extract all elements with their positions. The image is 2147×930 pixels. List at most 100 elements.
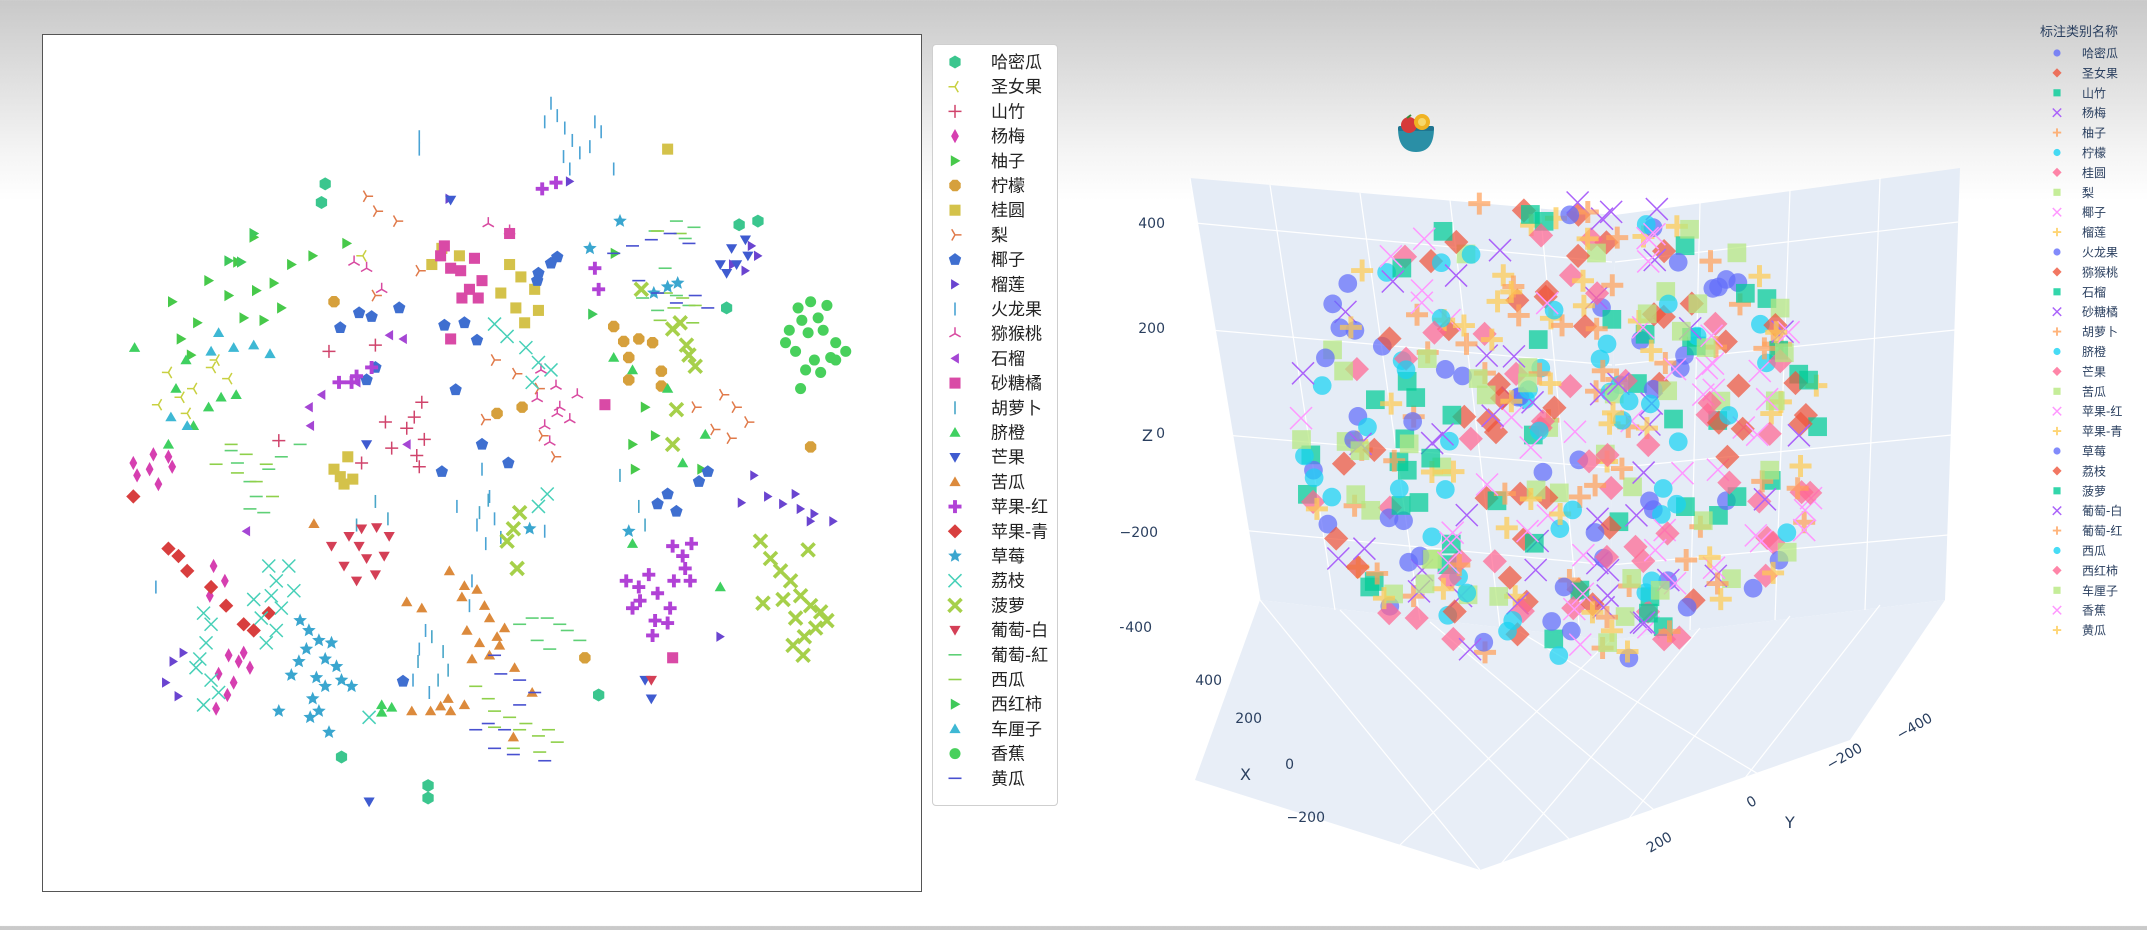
legend3d-item-27[interactable]: 西红柿 — [2052, 563, 2118, 578]
point-24-12 — [645, 675, 657, 686]
right-legend[interactable]: 标注类别名称 哈密瓜 圣女果 山竹 杨梅 柚子 柠檬 桂圆梨椰子 榴莲 火龙果 猕猴桃 石榴 砂糖橘 胡萝… — [2030, 20, 2147, 650]
point-12-10 — [543, 435, 556, 446]
point-13-2 — [316, 389, 326, 400]
legend3d-item-5[interactable]: 柚子 — [2052, 125, 2106, 140]
legend3d-item-25[interactable]: 葡萄-红 — [2052, 523, 2123, 538]
legend3d-item-2[interactable]: 圣女果 — [2052, 65, 2118, 80]
point3d-2-4 — [1514, 589, 1539, 614]
point-20-6 — [219, 598, 234, 613]
legend3d-item-3[interactable]: 山竹 — [2053, 86, 2106, 100]
legend-item-8: 梨 — [951, 226, 1008, 246]
point3d-8-9 — [1615, 607, 1635, 626]
point-23-11 — [499, 533, 515, 549]
point-19-13 — [663, 601, 677, 615]
series-5 — [168, 231, 707, 475]
point3d-16-7 — [1658, 294, 1678, 314]
right-legend-items[interactable]: 标注类别名称哈密瓜圣女果山竹杨梅柚子柠檬桂圆梨椰子榴莲火龙果猕猴桃石榴砂糖橘胡萝… — [2030, 20, 2147, 650]
point3d-24-16 — [1753, 487, 1777, 511]
point3d-30-7 — [1480, 328, 1503, 351]
legend3d-item-10[interactable]: 榴莲 — [2052, 226, 2106, 240]
legend3d-item-17[interactable]: 芒果 — [2052, 364, 2106, 379]
legend3d-item-22[interactable]: 荔枝 — [2052, 463, 2106, 478]
point-29-10 — [840, 345, 852, 357]
point-9-16 — [551, 250, 564, 263]
legend3d-item-7[interactable]: 桂圆 — [2052, 165, 2106, 180]
point-9-22 — [701, 465, 714, 477]
point-14-2 — [445, 262, 457, 274]
legend3d-item-4[interactable]: 杨梅 — [2052, 105, 2106, 120]
point3d-22-7 — [1324, 526, 1349, 551]
legend3d-item-24[interactable]: 葡萄-白 — [2052, 503, 2123, 518]
point-23-28 — [819, 612, 835, 629]
legend3d-item-26[interactable]: 西瓜 — [2053, 544, 2106, 558]
legend3d-item-11[interactable]: 火龙果 — [2053, 246, 2118, 260]
point-8-14 — [744, 416, 755, 429]
point-8-2 — [372, 205, 384, 218]
point3d-3-12 — [1709, 506, 1728, 525]
point-4-16 — [223, 687, 232, 703]
point-24-10 — [369, 570, 381, 581]
point3d-15-9 — [1706, 572, 1729, 595]
legend3d-item-18[interactable]: 苦瓜 — [2053, 385, 2106, 399]
point-23-19 — [807, 620, 824, 636]
point-21-7 — [522, 521, 537, 535]
point-12-3 — [348, 255, 361, 266]
legend3d-item-8[interactable]: 梨 — [2053, 186, 2094, 200]
point3d-15-8 — [1383, 449, 1406, 472]
point-23-26 — [800, 542, 816, 558]
legend3d-item-21[interactable]: 草莓 — [2053, 445, 2106, 459]
legend-label-30: 黄瓜 — [991, 769, 1025, 789]
point-19-18 — [646, 628, 660, 642]
point3d-14-7 — [1481, 404, 1505, 428]
scatter3d-panel[interactable]: 4002000−200−400Z4002000−200X−400−2000200… — [1114, 0, 2010, 926]
point3d-19-9 — [1670, 461, 1695, 485]
legend3d-item-23[interactable]: 菠萝 — [2053, 484, 2106, 498]
point3d-18-5 — [1604, 384, 1624, 404]
legend-marker-23 — [947, 597, 963, 614]
floor — [1195, 600, 1945, 870]
point-4-18 — [239, 645, 248, 660]
point3d-12-11 — [1706, 410, 1731, 435]
legend3d-label-15: 胡萝卜 — [2082, 325, 2118, 339]
point-23-14 — [762, 550, 779, 567]
legend3d-item-19[interactable]: 苹果-红 — [2052, 404, 2123, 419]
point3d-11-12 — [1561, 621, 1581, 641]
legend3d-item-9[interactable]: 椰子 — [2052, 205, 2106, 220]
point-20-7 — [236, 617, 251, 632]
point-7-8 — [510, 302, 522, 314]
legend3d-item-13[interactable]: 石榴 — [2053, 285, 2106, 299]
point3d-23-16 — [1524, 533, 1544, 553]
point3d-7-7 — [1599, 475, 1624, 501]
legend3d-label-17: 芒果 — [2082, 364, 2106, 379]
point-9-9 — [360, 373, 373, 386]
scatter3d-plot[interactable]: 4002000−200−400Z4002000−200X−400−2000200… — [1114, 0, 2010, 926]
legend3d-item-29[interactable]: 香蕉 — [2052, 604, 2106, 618]
legend3d-item-30[interactable]: 黄瓜 — [2052, 624, 2106, 638]
point3d-13-3 — [1433, 221, 1453, 241]
legend3d-item-6[interactable]: 柠檬 — [2053, 145, 2106, 160]
legend3d-label-22: 荔枝 — [2082, 463, 2106, 478]
point3d-19-7 — [1663, 357, 1687, 381]
point3d-26-2 — [1389, 479, 1409, 499]
legend3d-item-12[interactable]: 猕猴桃 — [2052, 264, 2118, 279]
point3d-18-16 — [1770, 298, 1790, 318]
point3d-23-14 — [1727, 487, 1747, 506]
point-3-7 — [272, 434, 286, 448]
legend-label-23: 菠萝 — [991, 596, 1025, 616]
legend-marker-19 — [948, 500, 962, 514]
legend-marker-2 — [948, 80, 959, 93]
legend3d-item-28[interactable]: 车厘子 — [2053, 583, 2118, 598]
legend-label-10: 榴莲 — [991, 275, 1025, 295]
legend3d-item-15[interactable]: 胡萝卜 — [2052, 325, 2118, 339]
legend3d-item-1[interactable]: 哈密瓜 — [2053, 46, 2118, 61]
legend3d-marker-29 — [2052, 605, 2062, 615]
series-23 — [499, 281, 835, 664]
point-12-13 — [571, 388, 584, 399]
legend3d-item-20[interactable]: 苹果-青 — [2052, 425, 2123, 439]
point-17-4 — [645, 694, 657, 705]
legend3d-item-14[interactable]: 砂糖橘 — [2052, 304, 2118, 319]
point3d-26-3 — [1563, 500, 1582, 520]
series3d-19 — [1289, 227, 1816, 657]
point3d-28-10 — [1415, 574, 1435, 594]
legend3d-item-16[interactable]: 脐橙 — [2053, 344, 2106, 359]
